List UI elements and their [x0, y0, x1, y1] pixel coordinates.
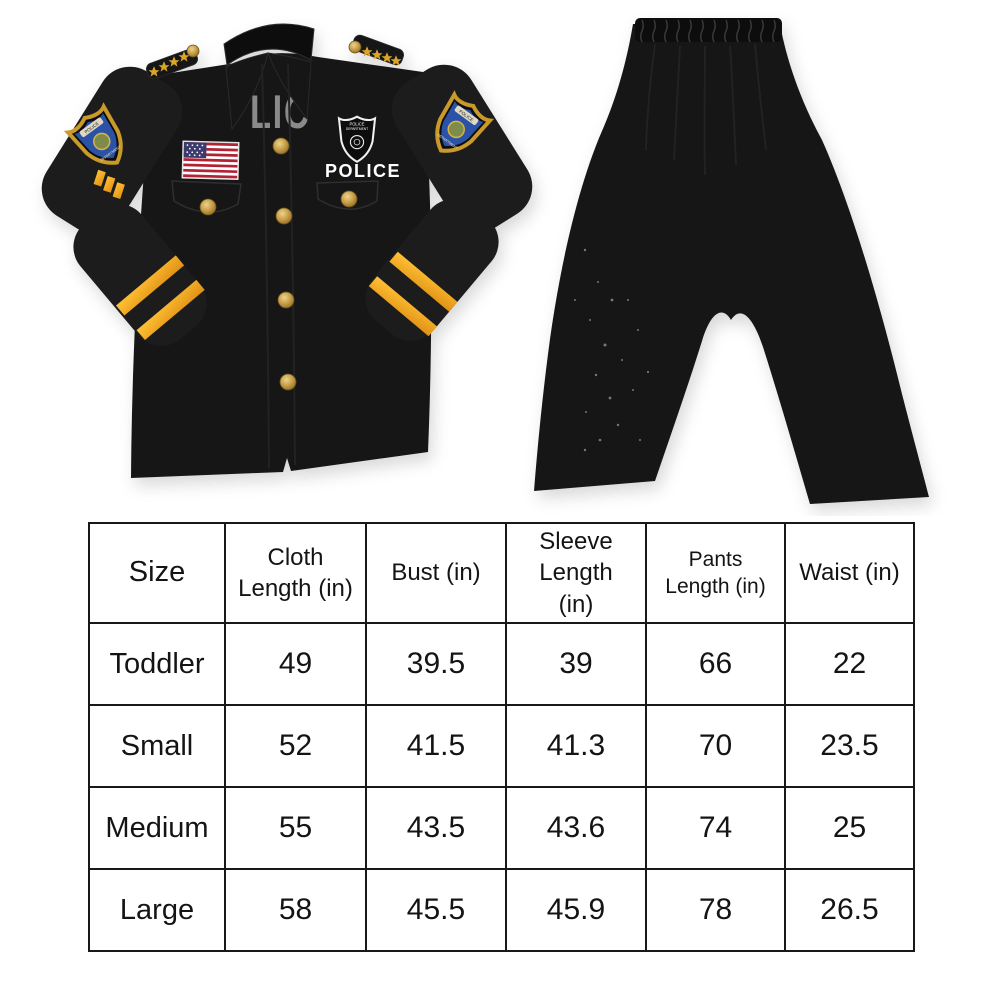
value-cell: 49 [224, 622, 367, 706]
col-header-bust: Bust (in) [365, 522, 507, 624]
value-cell: 55 [224, 786, 367, 870]
police-badge: POLICE DEPARTMENT [337, 115, 377, 163]
badge-micro-text-1: POLICE [349, 122, 364, 127]
col-header-size: Size [88, 522, 226, 624]
product-photo: LIC POLICE [41, 18, 929, 504]
pants-body [534, 24, 929, 504]
value-cell: 39 [505, 622, 647, 706]
value-cell: 43.6 [505, 786, 647, 870]
value-cell: 41.5 [365, 704, 507, 788]
shirt-police-label: POLICE [325, 161, 401, 181]
size-chart-table: Size Cloth Length (in) Bust (in) Sleeve … [88, 522, 915, 952]
size-row-small: Small 52 41.5 41.3 70 23.5 [88, 704, 915, 788]
value-cell: 45.9 [505, 868, 647, 952]
pants-wrinkles [645, 43, 767, 176]
fabric-speckles [574, 248, 650, 452]
collar-flap-left [225, 52, 269, 131]
col-header-cloth-length: Cloth Length (in) [224, 522, 367, 624]
pants-waistband [635, 18, 782, 42]
header-row: Size Cloth Length (in) Bust (in) Sleeve … [88, 522, 915, 624]
value-cell: 26.5 [784, 868, 915, 952]
usa-flag-patch [181, 140, 240, 180]
collar-stand [223, 23, 315, 66]
size-row-medium: Medium 55 43.5 43.6 74 25 [88, 786, 915, 870]
value-cell: 41.3 [505, 704, 647, 788]
waistband-gathers [640, 19, 776, 43]
badge-micro-text-2: DEPARTMENT [346, 127, 368, 131]
placket-seams [261, 63, 296, 469]
size-label: Large [88, 868, 226, 952]
value-cell: 74 [645, 786, 786, 870]
service-bars [93, 169, 125, 199]
size-row-large: Large 58 45.5 45.9 78 26.5 [88, 868, 915, 952]
left-cuff-stripes [116, 255, 205, 341]
size-label: Toddler [88, 622, 226, 706]
shoulder-patch-left: POLICE DEPARTMENT [67, 105, 135, 175]
shoulder-patch-right: POLICE DEPARTMENT [423, 93, 491, 163]
gold-buttons [186, 40, 362, 391]
right-cuff-stripes [368, 251, 458, 337]
col-header-pants-length: Pants Length (in) [645, 522, 786, 624]
col-header-sleeve-length: Sleeve Length (in) [505, 522, 647, 624]
col-header-waist: Waist (in) [784, 522, 915, 624]
value-cell: 70 [645, 704, 786, 788]
police-pants-photo [534, 18, 929, 504]
value-cell: 43.5 [365, 786, 507, 870]
value-cell: 58 [224, 868, 367, 952]
police-shirt-photo: LIC POLICE [41, 23, 533, 479]
size-label: Small [88, 704, 226, 788]
value-cell: 66 [645, 622, 786, 706]
value-cell: 45.5 [365, 868, 507, 952]
value-cell: 39.5 [365, 622, 507, 706]
size-row-toddler: Toddler 49 39.5 39 66 22 [88, 622, 915, 706]
value-cell: 25 [784, 786, 915, 870]
size-label: Medium [88, 786, 226, 870]
value-cell: 52 [224, 704, 367, 788]
value-cell: 22 [784, 622, 915, 706]
value-cell: 78 [645, 868, 786, 952]
value-cell: 23.5 [784, 704, 915, 788]
